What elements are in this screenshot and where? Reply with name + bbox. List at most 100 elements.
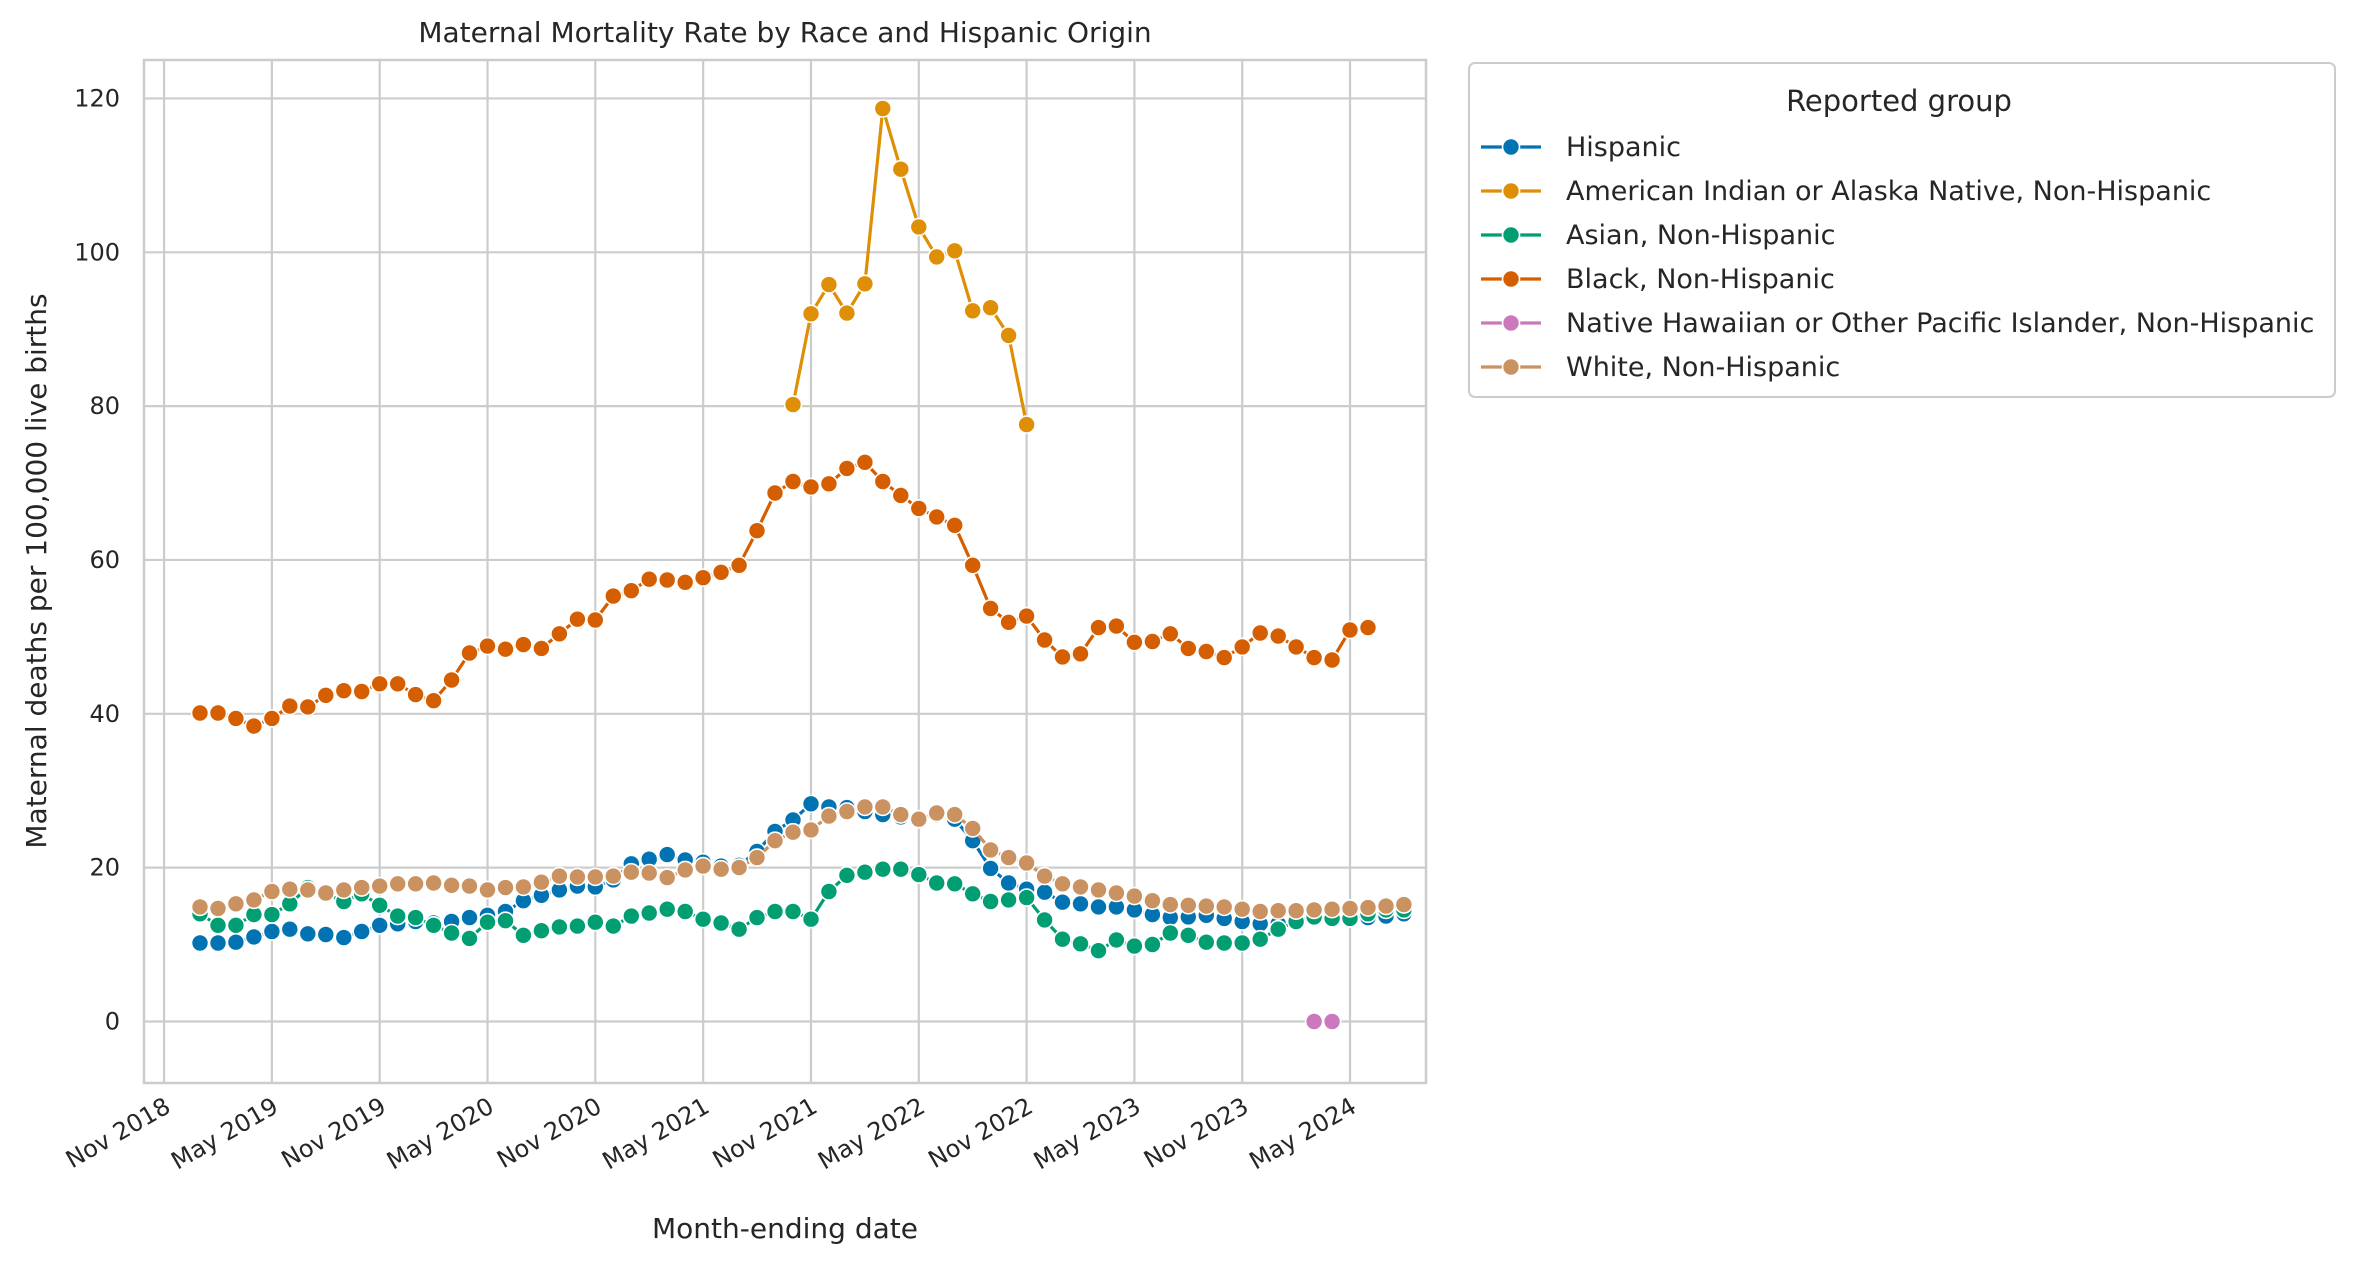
legend-item: Native Hawaiian or Other Pacific Islande… (1481, 308, 2314, 339)
data-point (1161, 895, 1180, 914)
data-point (801, 820, 821, 840)
data-point (460, 908, 479, 927)
data-point (424, 915, 443, 935)
y-tick-label: 100 (74, 238, 120, 266)
data-point (837, 303, 857, 323)
data-point (244, 716, 264, 736)
data-point (1304, 900, 1324, 920)
data-point (1394, 895, 1414, 914)
legend-marker (1501, 137, 1521, 157)
legend-marker (1501, 181, 1521, 201)
legend-frame (1468, 62, 2336, 398)
data-point (855, 797, 875, 817)
data-point (819, 275, 839, 294)
data-point (1125, 936, 1144, 956)
data-point (1089, 941, 1108, 961)
data-point (550, 917, 569, 937)
legend: Reported group Hispanic American Indian o… (1468, 62, 2336, 398)
data-point (568, 916, 587, 936)
data-point (442, 875, 461, 895)
data-point (1071, 877, 1090, 897)
data-point (424, 873, 443, 893)
data-point (639, 863, 659, 883)
data-point (1035, 910, 1054, 930)
data-point (585, 912, 605, 932)
data-point (963, 819, 983, 838)
data-point (945, 241, 965, 261)
data-point (675, 902, 695, 921)
data-point (262, 709, 282, 728)
data-point (855, 862, 875, 882)
y-tick-label: 0 (105, 1007, 120, 1035)
legend-title: Reported group (1786, 84, 2012, 118)
data-point (783, 822, 803, 842)
data-point (1286, 901, 1306, 921)
data-point (352, 878, 372, 897)
data-point (711, 913, 731, 933)
legend-marker (1501, 357, 1521, 377)
data-point (873, 99, 893, 118)
data-point (1304, 1012, 1324, 1031)
data-point (514, 635, 533, 654)
data-point (819, 806, 839, 826)
data-point (1071, 934, 1090, 954)
data-point (999, 848, 1018, 867)
data-point (621, 862, 641, 882)
data-point (460, 643, 479, 663)
data-point (783, 902, 803, 921)
data-point (801, 304, 821, 324)
data-point (280, 879, 300, 899)
data-point (693, 909, 713, 929)
y-tick-labels: 0 20 40 60 80 100 120 (74, 84, 120, 1035)
data-point (747, 908, 767, 927)
data-point (1017, 606, 1036, 626)
data-point (1197, 932, 1216, 952)
data-point (1107, 616, 1126, 636)
data-point (1197, 642, 1216, 661)
data-point (711, 562, 731, 582)
data-point (1179, 895, 1198, 915)
legend-label: Black, Non-Hispanic (1566, 264, 1835, 295)
data-point (1161, 624, 1180, 644)
y-tick-label: 80 (89, 392, 120, 420)
data-point (729, 858, 749, 877)
data-point (1089, 618, 1108, 637)
data-point (226, 932, 246, 952)
series-layer (190, 99, 1414, 1031)
data-point (1071, 644, 1090, 664)
data-point (801, 794, 821, 814)
legend-item: Asian, Non-Hispanic (1481, 220, 1835, 251)
data-point (244, 890, 264, 910)
data-point (1376, 896, 1396, 916)
y-tick-label: 60 (89, 546, 120, 574)
data-point (1107, 930, 1126, 950)
data-point (873, 859, 893, 879)
x-axis-title: Month-ending date (652, 1212, 918, 1245)
data-point (1358, 898, 1378, 917)
series-1 (783, 99, 1036, 434)
data-point (424, 691, 443, 711)
data-point (981, 298, 1000, 318)
data-point (1250, 623, 1270, 643)
data-point (406, 685, 425, 704)
data-point (1017, 415, 1036, 434)
data-point (855, 452, 875, 472)
data-point (621, 906, 641, 926)
legend-label: Hispanic (1566, 132, 1681, 163)
data-point (532, 639, 551, 658)
data-point (981, 599, 1000, 618)
data-point (927, 247, 947, 267)
data-point (1214, 648, 1234, 667)
data-point (496, 639, 515, 659)
data-point (927, 873, 947, 893)
legend-label: Asian, Non-Hispanic (1566, 220, 1835, 251)
data-point (1089, 880, 1108, 900)
data-point (334, 928, 354, 947)
data-point (1017, 888, 1036, 907)
data-point (873, 472, 893, 491)
data-point (819, 882, 839, 901)
data-point (190, 703, 210, 723)
data-point (460, 876, 479, 896)
data-point (298, 697, 318, 717)
